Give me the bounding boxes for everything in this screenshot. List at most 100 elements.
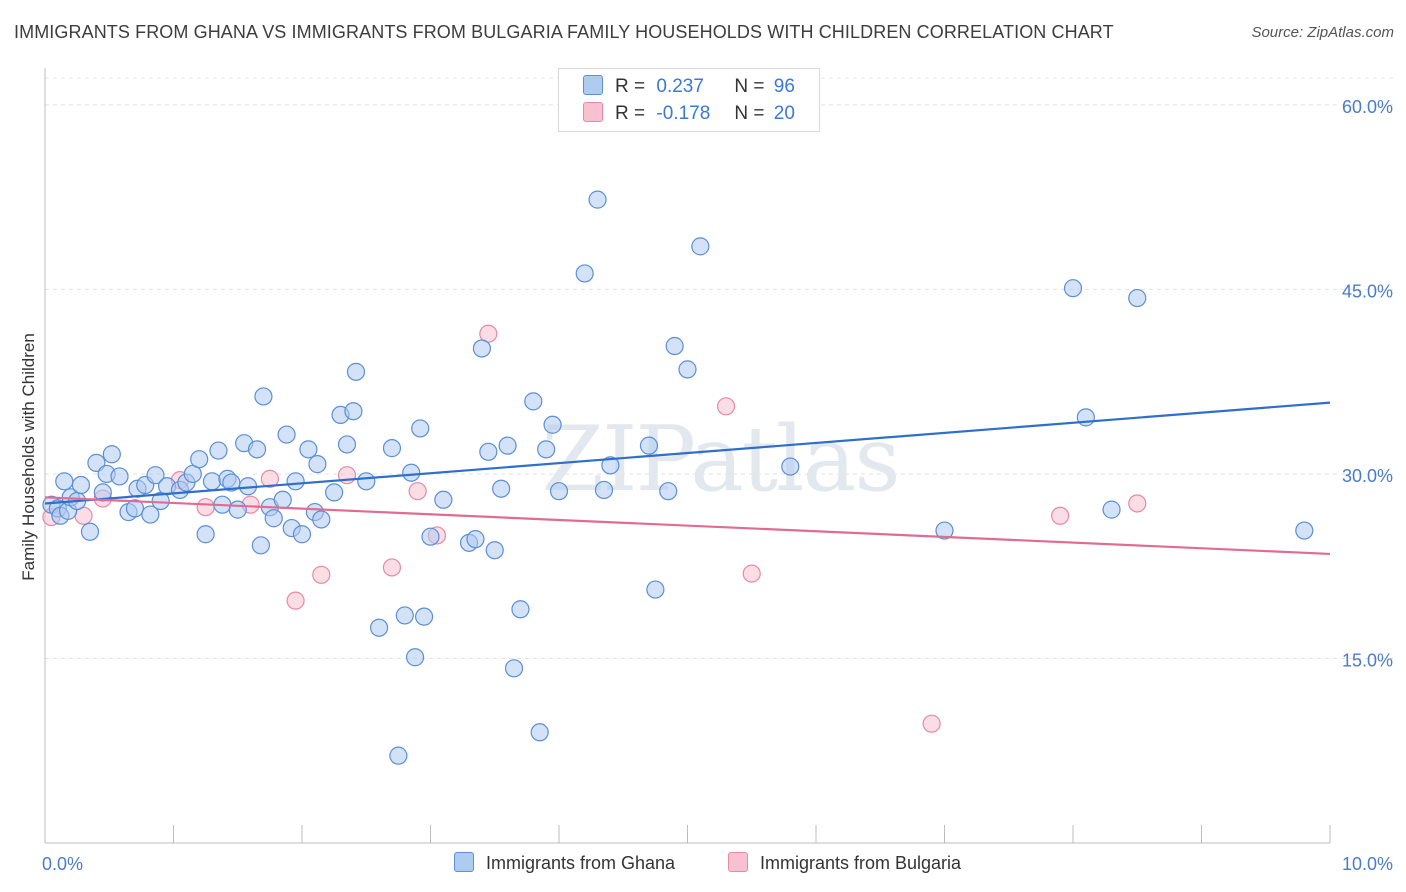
- ghana-point: [421, 527, 440, 546]
- ghana-point: [87, 453, 106, 472]
- ghana-point: [601, 456, 620, 475]
- ghana-point: [588, 190, 607, 209]
- ghana-point: [382, 439, 402, 458]
- ghana-point: [691, 237, 710, 256]
- bulgaria-point: [1128, 494, 1147, 513]
- ghana-point: [549, 482, 569, 501]
- ghana-point: [1295, 521, 1314, 540]
- bulgaria-point: [312, 565, 331, 584]
- bulgaria-point: [716, 397, 736, 416]
- ghana-point: [389, 746, 408, 765]
- y-tick-label: 45.0%: [1342, 281, 1393, 301]
- bulgaria-point: [382, 558, 402, 577]
- n-label: N =: [734, 76, 765, 97]
- ghana-point: [530, 723, 549, 742]
- ghana-point: [537, 440, 556, 459]
- ghana-point: [935, 521, 954, 540]
- ghana-r-value: 0.237: [656, 76, 704, 97]
- ghana-point: [247, 440, 267, 459]
- ghana-point: [485, 541, 504, 560]
- r-label: R =: [615, 76, 646, 97]
- ghana-point: [254, 387, 273, 406]
- trend-lines: [44, 401, 1331, 556]
- ghana-point: [479, 442, 498, 461]
- ghana-point: [110, 467, 129, 486]
- ghana-point: [357, 472, 376, 491]
- ghana-point: [511, 600, 530, 619]
- ghana-point: [325, 483, 344, 502]
- x-tick-label: 0.0%: [42, 854, 83, 874]
- legend-row-bulgaria: R = -0.178 N = 20: [583, 102, 795, 128]
- bulgaria-point: [260, 469, 279, 488]
- ghana-point: [1128, 288, 1147, 308]
- r-label: R =: [615, 103, 646, 124]
- ghana-point: [434, 490, 453, 509]
- ghana-point: [102, 445, 121, 464]
- ghana-point: [1102, 500, 1121, 519]
- bulgaria-trend-line: [44, 496, 1331, 556]
- ghana-legend-label: Immigrants from Ghana: [486, 853, 676, 873]
- ghana-point: [286, 472, 305, 491]
- grid-lines: [45, 77, 1395, 659]
- bulgaria-legend-label: Immigrants from Bulgaria: [760, 853, 962, 873]
- ghana-point: [202, 472, 222, 491]
- ghana-points: [42, 190, 1314, 765]
- ghana-point: [405, 648, 425, 667]
- ghana-point: [498, 436, 517, 455]
- ghana-point: [524, 392, 543, 411]
- ghana-point: [543, 415, 562, 434]
- ghana-n-value: 96: [773, 76, 795, 97]
- ghana-point: [312, 510, 331, 529]
- ghana-trend-line: [44, 401, 1331, 505]
- tick-labels: 15.0% 30.0% 45.0% 60.0% 0.0% 10.0%: [42, 97, 1393, 874]
- bulgaria-n-value: 20: [773, 103, 795, 124]
- ghana-point: [466, 530, 485, 549]
- bulgaria-point: [1051, 506, 1070, 525]
- ghana-point: [781, 457, 800, 476]
- bulgaria-point: [286, 591, 305, 610]
- bulgaria-swatch: [583, 102, 603, 122]
- ghana-point: [504, 659, 524, 678]
- ghana-point: [370, 618, 389, 637]
- correlation-legend: R = 0.237 N = 96 R = -0.178 N = 20: [558, 68, 820, 132]
- bulgaria-point: [408, 482, 427, 501]
- ghana-point: [209, 441, 228, 460]
- ghana-point: [414, 607, 434, 626]
- ghana-point: [299, 440, 318, 459]
- x-tick-label: 10.0%: [1342, 854, 1393, 874]
- ghana-point: [402, 463, 421, 482]
- ghana-point: [292, 525, 312, 544]
- ghana-swatch: [583, 75, 603, 95]
- ghana-point: [659, 482, 678, 501]
- source-label: Source: ZipAtlas.com: [1251, 24, 1394, 41]
- ghana-point: [594, 480, 614, 500]
- bulgaria-point: [742, 564, 761, 583]
- y-tick-label: 30.0%: [1342, 466, 1393, 486]
- ghana-point: [251, 536, 270, 555]
- ghana-point: [472, 339, 491, 358]
- ghana-point: [190, 450, 209, 469]
- bulgaria-point: [922, 714, 941, 733]
- ghana-point: [678, 360, 697, 379]
- bulgaria-point: [196, 498, 215, 517]
- bulgaria-legend-swatch: [728, 852, 748, 872]
- ghana-point: [277, 425, 296, 444]
- bulgaria-r-value: -0.178: [656, 103, 711, 124]
- ghana-point: [344, 402, 363, 421]
- ghana-point: [196, 525, 215, 544]
- ghana-point: [639, 436, 659, 455]
- ghana-point: [575, 264, 594, 283]
- y-tick-label: 60.0%: [1342, 97, 1393, 117]
- chart-title: IMMIGRANTS FROM GHANA VS IMMIGRANTS FROM…: [14, 22, 1114, 42]
- ghana-point: [125, 499, 145, 518]
- ghana-point: [80, 522, 100, 541]
- ghana-point: [395, 606, 414, 625]
- ghana-point: [346, 362, 366, 381]
- legend-row-ghana: R = 0.237 N = 96: [583, 75, 795, 101]
- bottom-legend-ghana: Immigrants from Ghana: [454, 852, 675, 874]
- ghana-point: [55, 472, 74, 491]
- ghana-point: [273, 490, 292, 509]
- ghana-point: [646, 580, 665, 599]
- ghana-point: [141, 505, 160, 524]
